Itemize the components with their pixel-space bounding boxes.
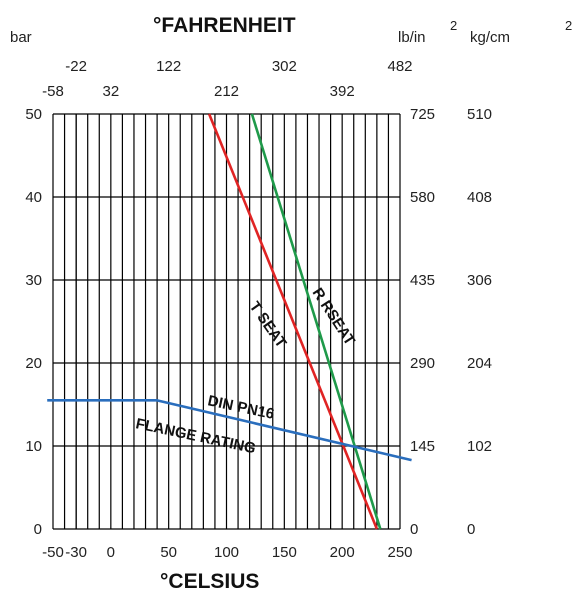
series-line-3 <box>47 399 412 462</box>
kgcm-unit-label: kg/cm <box>470 29 510 46</box>
series-line-1 <box>207 113 379 530</box>
fahrenheit-lower-tick-labels: -58 32 212 392 <box>42 83 355 100</box>
psi-tick: 435 <box>410 272 435 289</box>
bar-tick: 40 <box>25 189 42 206</box>
horizontal-grid <box>53 113 400 530</box>
celsius-tick: 50 <box>160 544 177 561</box>
psi-unit-label: lb/in <box>398 29 426 46</box>
celsius-tick: 200 <box>330 544 355 561</box>
celsius-tick: -30 <box>65 544 87 561</box>
fahrenheit-tick: 32 <box>102 83 119 100</box>
psi-unit-superscript: 2 <box>450 18 457 33</box>
series-line-2 <box>250 113 382 530</box>
kgcm-tick: 510 <box>467 106 492 123</box>
kgcm-tick: 102 <box>467 438 492 455</box>
kgcm-tick-labels: 0 102 204 306 408 510 <box>467 106 492 538</box>
psi-tick: 290 <box>410 355 435 372</box>
fahrenheit-tick: 302 <box>272 58 297 75</box>
fahrenheit-tick: -22 <box>65 58 87 75</box>
celsius-tick-labels: -50 -30 0 50 100 150 200 250 <box>42 544 412 561</box>
bar-tick: 30 <box>25 272 42 289</box>
fahrenheit-tick: -58 <box>42 83 64 100</box>
r-seat-label: R RSEAT <box>309 285 359 349</box>
kgcm-tick: 306 <box>467 272 492 289</box>
kgcm-unit-superscript: 2 <box>565 18 572 33</box>
celsius-tick: -50 <box>42 544 64 561</box>
bar-tick-labels: 0 10 20 30 40 50 <box>25 106 42 538</box>
kgcm-tick: 0 <box>467 521 475 538</box>
din-pn16-label: DIN PN16 <box>206 392 276 423</box>
fahrenheit-upper-tick-labels: -22 122 302 482 <box>65 58 412 75</box>
bar-tick: 20 <box>25 355 42 372</box>
t-seat-label: T SEAT <box>246 299 290 352</box>
flange-rating-label: FLANGE RATING <box>134 415 257 457</box>
celsius-tick: 0 <box>107 544 115 561</box>
celsius-axis-title: °CELSIUS <box>160 570 259 591</box>
fahrenheit-tick: 392 <box>330 83 355 100</box>
celsius-tick: 100 <box>214 544 239 561</box>
celsius-tick: 250 <box>387 544 412 561</box>
bar-unit-label: bar <box>10 29 32 46</box>
psi-tick: 145 <box>410 438 435 455</box>
bar-tick: 0 <box>34 521 42 538</box>
psi-tick: 580 <box>410 189 435 206</box>
fahrenheit-axis-title: °FAHRENHEIT <box>153 14 296 37</box>
vertical-grid <box>52 114 401 529</box>
bar-tick: 50 <box>25 106 42 123</box>
psi-tick: 0 <box>410 521 418 538</box>
fahrenheit-tick: 122 <box>156 58 181 75</box>
fahrenheit-tick: 212 <box>214 83 239 100</box>
psi-tick: 725 <box>410 106 435 123</box>
kgcm-tick: 408 <box>467 189 492 206</box>
psi-tick-labels: 0 145 290 435 580 725 <box>410 106 435 538</box>
bar-tick: 10 <box>25 438 42 455</box>
series-group <box>47 113 412 530</box>
celsius-tick: 150 <box>272 544 297 561</box>
kgcm-tick: 204 <box>467 355 492 372</box>
fahrenheit-tick: 482 <box>387 58 412 75</box>
